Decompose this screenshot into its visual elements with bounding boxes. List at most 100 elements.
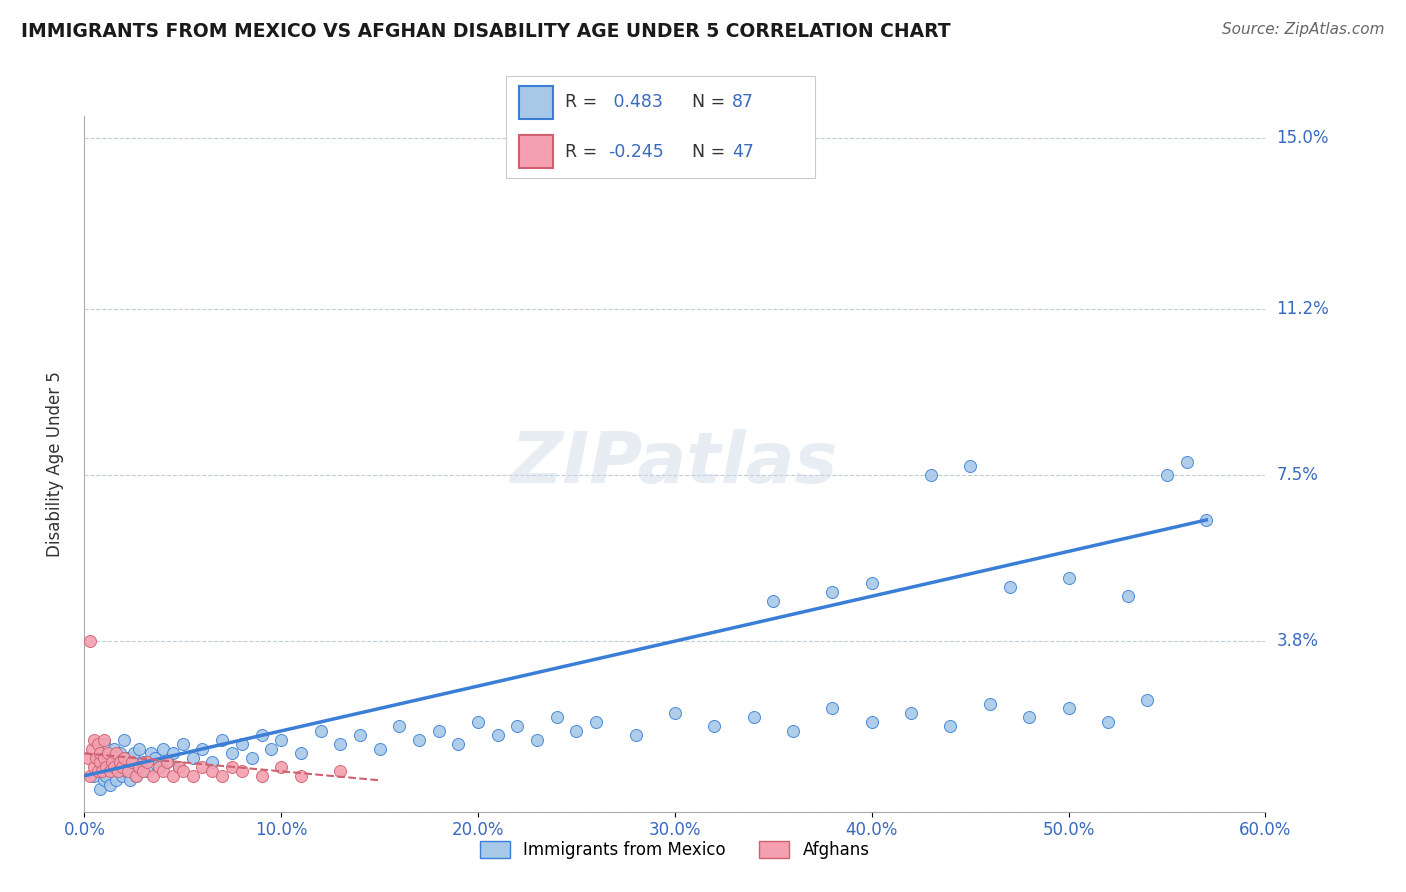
Text: 11.2%: 11.2% xyxy=(1277,300,1329,318)
Point xyxy=(506,719,529,733)
Point xyxy=(167,760,190,774)
Point xyxy=(900,706,922,720)
Point xyxy=(329,764,352,779)
Point xyxy=(87,751,110,765)
Point xyxy=(1175,454,1198,468)
Point xyxy=(979,697,1001,711)
Bar xyxy=(519,136,553,168)
Point xyxy=(128,742,150,756)
Point xyxy=(117,764,139,779)
Text: R =: R = xyxy=(565,143,603,161)
Point xyxy=(231,764,253,779)
Point xyxy=(83,769,105,783)
Point xyxy=(136,756,159,770)
Point xyxy=(447,738,470,752)
Point xyxy=(939,719,962,733)
Point xyxy=(89,782,111,797)
Point xyxy=(191,760,214,774)
Point xyxy=(821,701,844,715)
Point xyxy=(89,756,111,770)
Point xyxy=(79,634,101,648)
Point xyxy=(83,760,105,774)
Text: ZIPatlas: ZIPatlas xyxy=(512,429,838,499)
Point xyxy=(1156,468,1178,483)
Point xyxy=(221,760,243,774)
Point xyxy=(97,751,120,765)
Text: R =: R = xyxy=(565,94,603,112)
Point xyxy=(112,751,135,765)
Point xyxy=(136,764,159,779)
Point xyxy=(118,773,141,788)
Text: -0.245: -0.245 xyxy=(609,143,664,161)
Point xyxy=(290,747,312,761)
Point xyxy=(121,756,143,770)
Point xyxy=(104,747,127,761)
Point xyxy=(240,751,263,765)
Text: 15.0%: 15.0% xyxy=(1277,129,1329,147)
Point xyxy=(84,751,107,765)
Point xyxy=(122,747,145,761)
Point xyxy=(152,742,174,756)
Legend: Immigrants from Mexico, Afghans: Immigrants from Mexico, Afghans xyxy=(474,835,876,866)
Point xyxy=(91,764,114,779)
Bar xyxy=(519,87,553,119)
Point xyxy=(998,580,1021,594)
Point xyxy=(103,764,125,779)
Text: N =: N = xyxy=(692,143,731,161)
Text: 3.8%: 3.8% xyxy=(1277,632,1319,650)
Text: Source: ZipAtlas.com: Source: ZipAtlas.com xyxy=(1222,22,1385,37)
Point xyxy=(270,732,292,747)
Point xyxy=(111,769,134,783)
Point xyxy=(107,764,129,779)
Point xyxy=(108,747,131,761)
Point xyxy=(309,723,332,738)
Point xyxy=(742,710,765,724)
Point xyxy=(108,756,131,770)
Point xyxy=(860,575,883,590)
Point xyxy=(101,760,124,774)
Point xyxy=(98,764,121,779)
Point xyxy=(329,738,352,752)
Point xyxy=(201,756,224,770)
Point xyxy=(79,769,101,783)
Y-axis label: Disability Age Under 5: Disability Age Under 5 xyxy=(45,371,63,557)
Point xyxy=(89,747,111,761)
Text: IMMIGRANTS FROM MEXICO VS AFGHAN DISABILITY AGE UNDER 5 CORRELATION CHART: IMMIGRANTS FROM MEXICO VS AFGHAN DISABIL… xyxy=(21,22,950,41)
Point xyxy=(388,719,411,733)
Point xyxy=(114,764,136,779)
Point xyxy=(87,764,110,779)
Point xyxy=(128,760,150,774)
Text: 47: 47 xyxy=(733,143,754,161)
Point xyxy=(1018,710,1040,724)
Point xyxy=(93,732,115,747)
Point xyxy=(526,732,548,747)
Point xyxy=(703,719,725,733)
Point xyxy=(231,738,253,752)
Point xyxy=(111,760,134,774)
Point xyxy=(1057,571,1080,585)
Point xyxy=(152,764,174,779)
Point xyxy=(132,764,155,779)
Point xyxy=(181,751,204,765)
Point xyxy=(221,747,243,761)
Point xyxy=(117,751,139,765)
Point xyxy=(83,732,105,747)
Point xyxy=(1136,692,1159,706)
Point xyxy=(782,723,804,738)
Point xyxy=(546,710,568,724)
Point xyxy=(1057,701,1080,715)
Point xyxy=(260,742,283,756)
Point xyxy=(148,760,170,774)
Point xyxy=(250,728,273,742)
Point xyxy=(148,760,170,774)
Point xyxy=(93,773,115,788)
Point xyxy=(408,732,430,747)
Text: 7.5%: 7.5% xyxy=(1277,466,1319,484)
Point xyxy=(191,742,214,756)
Point xyxy=(104,773,127,788)
Point xyxy=(172,738,194,752)
Point xyxy=(1097,714,1119,729)
Point xyxy=(1195,513,1218,527)
Point xyxy=(201,764,224,779)
Point xyxy=(94,760,117,774)
